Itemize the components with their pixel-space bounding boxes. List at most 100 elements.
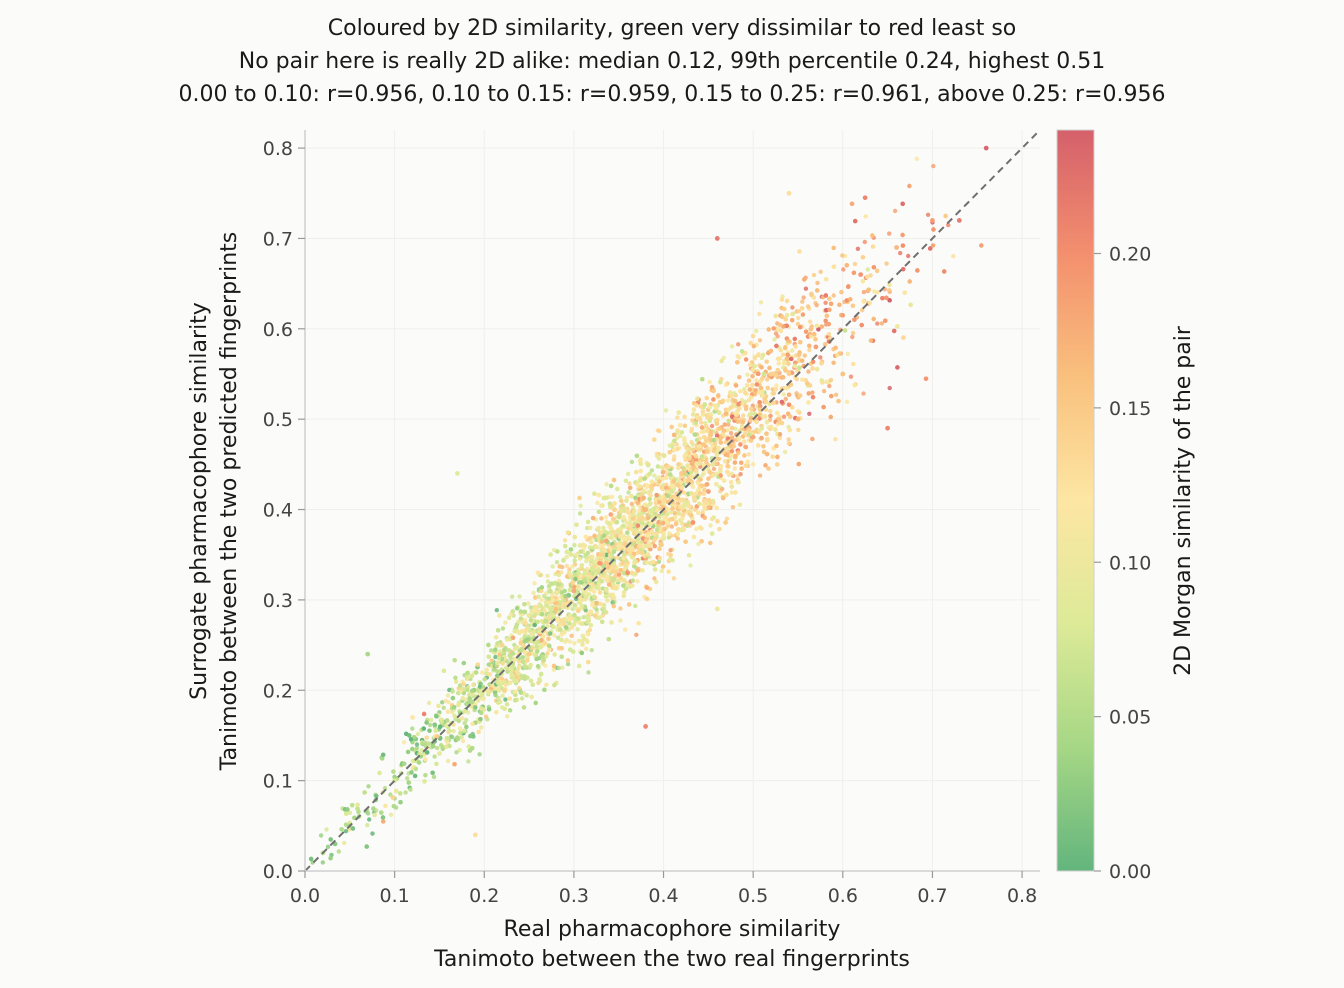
scatter-point bbox=[669, 424, 674, 430]
scatter-point bbox=[887, 385, 892, 391]
scatter-point bbox=[509, 672, 515, 677]
scatter-point bbox=[516, 685, 522, 691]
scatter-point bbox=[547, 631, 553, 636]
scatter-point bbox=[764, 420, 770, 425]
scatter-point bbox=[723, 439, 729, 445]
scatter-point bbox=[914, 156, 919, 161]
scatter-point bbox=[640, 568, 645, 573]
scatter-point bbox=[577, 511, 583, 516]
scatter-point bbox=[729, 490, 734, 495]
scatter-point bbox=[738, 472, 743, 477]
scatter-point bbox=[757, 473, 763, 478]
scatter-point bbox=[572, 603, 578, 608]
scatter-point bbox=[775, 367, 780, 373]
scatter-point bbox=[649, 483, 654, 489]
scatter-point bbox=[683, 457, 688, 462]
scatter-point bbox=[979, 243, 984, 248]
scatter-point bbox=[743, 390, 748, 395]
scatter-point bbox=[754, 382, 760, 387]
scatter-point bbox=[604, 482, 609, 487]
scatter-point bbox=[802, 353, 807, 358]
scatter-point bbox=[556, 665, 561, 671]
scatter-point bbox=[775, 410, 780, 416]
scatter-point bbox=[714, 505, 719, 511]
scatter-point bbox=[810, 390, 815, 395]
scatter-point bbox=[339, 827, 344, 832]
scatter-point bbox=[374, 793, 379, 799]
scatter-point bbox=[603, 515, 609, 520]
scatter-point bbox=[681, 512, 686, 518]
scatter-point bbox=[656, 475, 661, 480]
scatter-point bbox=[555, 549, 560, 554]
scatter-point bbox=[800, 299, 805, 304]
scatter-point bbox=[533, 700, 538, 706]
scatter-point bbox=[371, 806, 376, 811]
scatter-point bbox=[427, 728, 432, 733]
scatter-point bbox=[494, 608, 499, 613]
scatter-point bbox=[624, 520, 630, 525]
scatter-point bbox=[652, 576, 657, 581]
scatter-point bbox=[652, 567, 658, 572]
scatter-point bbox=[620, 515, 625, 521]
scatter-point bbox=[408, 787, 413, 792]
scatter-point bbox=[781, 392, 786, 397]
scatter-point bbox=[563, 639, 568, 644]
scatter-point bbox=[796, 315, 801, 321]
scatter-point bbox=[718, 440, 723, 445]
scatter-point bbox=[831, 360, 836, 365]
scatter-point bbox=[743, 350, 748, 356]
scatter-point bbox=[528, 662, 533, 668]
scatter-point bbox=[765, 377, 770, 382]
scatter-point bbox=[737, 355, 742, 360]
scatter-point bbox=[807, 411, 812, 416]
scatter-point bbox=[632, 564, 637, 569]
scatter-point bbox=[659, 568, 664, 574]
scatter-point bbox=[710, 498, 716, 504]
scatter-point bbox=[865, 274, 870, 279]
scatter-point bbox=[551, 667, 556, 672]
scatter-point bbox=[675, 415, 680, 420]
scatter-point bbox=[638, 461, 643, 467]
scatter-point bbox=[444, 723, 449, 728]
scatter-point bbox=[320, 860, 325, 865]
scatter-point bbox=[782, 449, 788, 455]
scatter-point bbox=[803, 329, 809, 334]
scatter-point bbox=[833, 392, 839, 397]
scatter-point bbox=[495, 673, 500, 679]
scatter-point bbox=[621, 593, 626, 599]
scatter-point bbox=[660, 476, 665, 481]
scatter-point bbox=[328, 837, 333, 842]
scatter-point bbox=[806, 369, 811, 374]
scatter-point bbox=[826, 332, 832, 337]
scatter-point bbox=[729, 449, 735, 454]
scatter-point bbox=[771, 326, 776, 331]
chart-title-line-2: No pair here is really 2D alike: median … bbox=[239, 49, 1106, 74]
scatter-point bbox=[635, 550, 641, 555]
scatter-point bbox=[466, 759, 471, 764]
scatter-point bbox=[768, 408, 773, 414]
scatter-point bbox=[405, 776, 410, 781]
scatter-point bbox=[560, 665, 565, 670]
scatter-point bbox=[522, 634, 527, 639]
scatter-point bbox=[790, 348, 795, 353]
scatter-point bbox=[780, 365, 786, 370]
scatter-point bbox=[739, 349, 745, 354]
scatter-point bbox=[445, 758, 451, 764]
scatter-point bbox=[644, 596, 650, 602]
scatter-point bbox=[562, 538, 568, 543]
scatter-point bbox=[861, 289, 867, 295]
scatter-point bbox=[415, 731, 421, 737]
scatter-point bbox=[720, 486, 725, 492]
scatter-point bbox=[732, 402, 737, 408]
scatter-point bbox=[454, 750, 459, 755]
scatter-point bbox=[757, 338, 763, 343]
scatter-point bbox=[564, 563, 569, 569]
scatter-point bbox=[800, 377, 805, 382]
scatter-point bbox=[898, 250, 903, 256]
scatter-point bbox=[754, 328, 759, 334]
scatter-point bbox=[755, 371, 760, 376]
scatter-point bbox=[655, 428, 661, 433]
scatter-point bbox=[388, 812, 394, 817]
scatter-point bbox=[629, 459, 635, 465]
scatter-point bbox=[649, 468, 655, 473]
